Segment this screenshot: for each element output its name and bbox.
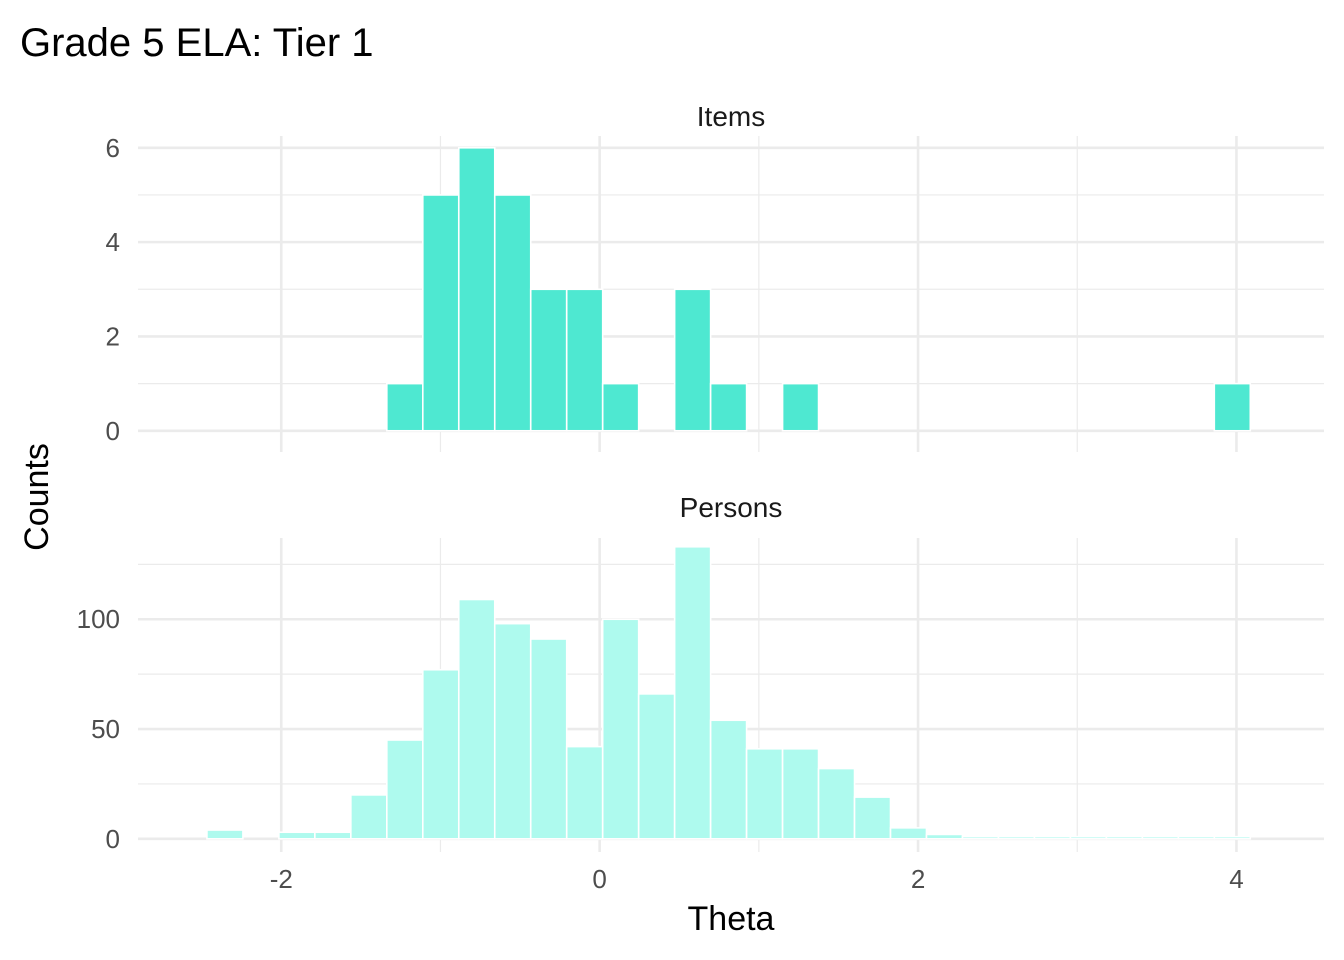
histogram-bar [709, 382, 748, 432]
histogram-bar [781, 382, 820, 432]
histogram-bar [350, 794, 388, 840]
panel-items: Items 0 2 4 6 [106, 101, 1324, 452]
y-tick-label: 2 [106, 321, 120, 351]
panels-group: Items 0 2 4 6 Persons 0 50 100 -2 0 2 4 [77, 101, 1324, 894]
histogram-bar [817, 767, 856, 840]
histogram-bar [314, 831, 352, 840]
x-tick-label: 4 [1229, 864, 1243, 894]
facet-strip-label: Persons [680, 492, 783, 523]
y-tick-label: 0 [106, 824, 120, 854]
histogram-bar [421, 668, 460, 840]
y-tick-label: 50 [91, 714, 120, 744]
y-tick-label: 6 [106, 133, 120, 163]
y-tick-label: 100 [77, 604, 120, 634]
histogram-bar [745, 747, 784, 840]
histogram-bar [925, 833, 964, 840]
panel-persons: Persons 0 50 100 [77, 492, 1324, 854]
histogram-bar [673, 545, 712, 840]
histogram-bar [493, 194, 532, 432]
histogram-bar [278, 831, 316, 840]
chart-title: Grade 5 ELA: Tier 1 [20, 21, 374, 65]
histogram-bar [1141, 835, 1180, 840]
histogram-bar [493, 622, 532, 840]
y-axis-title: Counts [18, 443, 56, 551]
histogram-bar [457, 598, 496, 840]
histogram-bar [889, 827, 928, 840]
histogram-bar [565, 288, 604, 432]
histogram-bar [1177, 835, 1216, 840]
histogram-bar [1213, 835, 1252, 840]
histogram-bar [1213, 382, 1252, 432]
x-tick-label: 0 [592, 864, 606, 894]
histogram-bar [601, 618, 640, 840]
x-tick-label: -2 [270, 864, 293, 894]
histogram-bar [637, 693, 676, 840]
x-tick-label: 2 [911, 864, 925, 894]
facet-strip-label: Items [697, 101, 765, 132]
histogram-bar [961, 835, 1000, 840]
histogram-bar [386, 739, 424, 840]
histogram-bar [673, 288, 712, 432]
y-tick-label: 4 [106, 227, 120, 257]
histogram-bar [1069, 835, 1108, 840]
histogram-bar [781, 747, 820, 840]
histogram-bar [997, 835, 1036, 840]
histogram-bar [1105, 835, 1144, 840]
histogram-bar [529, 638, 568, 840]
histogram-bar [206, 829, 244, 840]
histogram-bar [853, 796, 892, 840]
histogram-bar [1033, 835, 1072, 840]
histogram-bar [565, 745, 604, 840]
histogram-bar [386, 382, 424, 432]
histogram-bar [529, 288, 568, 432]
histogram-bar [601, 382, 640, 432]
histogram-bar [457, 146, 496, 432]
x-axis-title: Theta [688, 900, 775, 938]
y-tick-label: 0 [106, 416, 120, 446]
histogram-bar [421, 194, 460, 432]
histogram-bar [709, 719, 748, 840]
